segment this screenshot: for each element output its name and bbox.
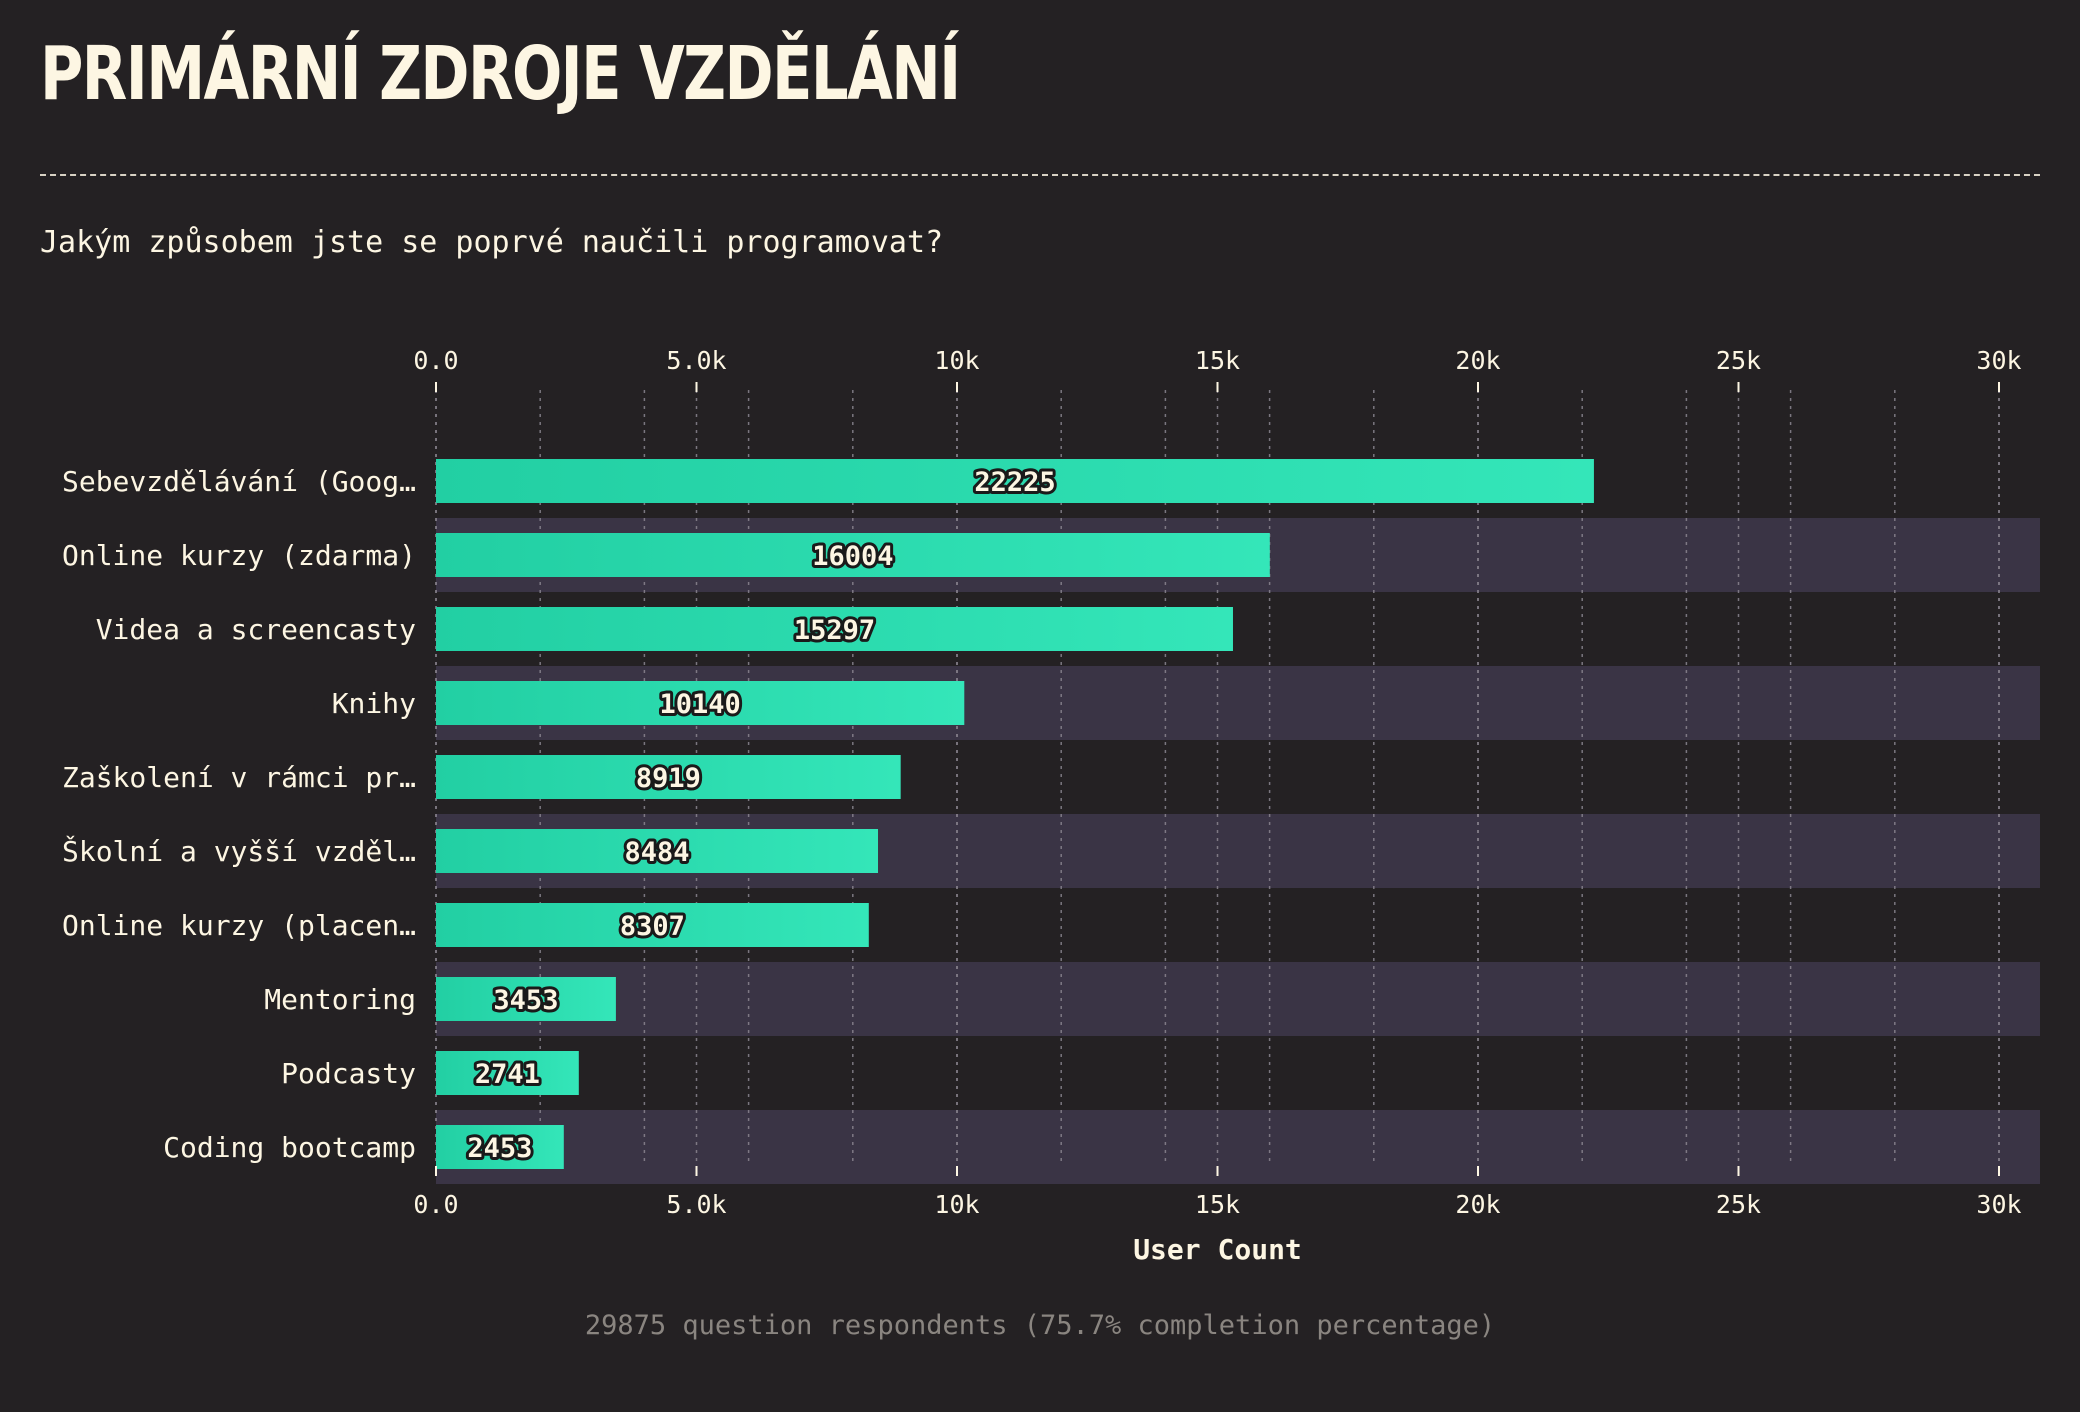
category-label: Sebevzdělávání (Goog… bbox=[62, 465, 416, 498]
value-label: 10140 bbox=[660, 689, 741, 720]
x-axis-top: 0.0 5.0k 10k 15k 20k 25k 30k bbox=[413, 346, 2022, 392]
value-label: 16004 bbox=[812, 541, 893, 572]
value-labels: 22225 16004 15297 10140 8919 8484 8307 3453 2741… bbox=[464, 464, 1058, 1167]
value-label: 22225 bbox=[974, 467, 1055, 498]
x-tick-label: 5.0k bbox=[666, 346, 726, 375]
bar bbox=[436, 829, 879, 873]
category-label: Mentoring bbox=[264, 983, 416, 1016]
value-label: 3453 bbox=[493, 985, 558, 1016]
x-tick-label: 30k bbox=[1976, 346, 2021, 375]
category-label: Podcasty bbox=[281, 1057, 416, 1090]
x-tick-label: 30k bbox=[1976, 1190, 2021, 1219]
x-tick-label: 25k bbox=[1716, 346, 1761, 375]
bar bbox=[436, 755, 901, 799]
value-label: 2453 bbox=[467, 1133, 532, 1164]
chart-title: PRIMÁRNÍ ZDROJE VZDĚLÁNÍ bbox=[40, 31, 961, 117]
x-tick-label: 0.0 bbox=[413, 346, 458, 375]
bar bbox=[436, 681, 965, 725]
value-label: 15297 bbox=[794, 615, 875, 646]
bar bbox=[436, 533, 1270, 577]
x-tick-label: 25k bbox=[1716, 1190, 1761, 1219]
bar bbox=[436, 977, 616, 1021]
bar bbox=[436, 1051, 579, 1095]
x-tick-label: 10k bbox=[934, 1190, 979, 1219]
category-label: Knihy bbox=[332, 687, 416, 720]
x-tick-label: 20k bbox=[1455, 346, 1500, 375]
category-label: Školní a vyšší vzděl… bbox=[62, 834, 416, 868]
value-label: 8919 bbox=[636, 763, 701, 794]
x-tick-label: 5.0k bbox=[666, 1190, 726, 1219]
title-divider bbox=[40, 174, 2040, 176]
x-axis-title: User Count bbox=[1133, 1233, 1302, 1266]
x-tick-label: 15k bbox=[1195, 1190, 1240, 1219]
value-label: 8484 bbox=[624, 837, 689, 868]
category-label: Coding bootcamp bbox=[163, 1131, 416, 1164]
x-axis-bottom: 0.0 5.0k 10k 15k 20k 25k 30k bbox=[413, 1166, 2022, 1219]
grid-lines bbox=[435, 390, 2000, 1166]
row-band bbox=[436, 1110, 2040, 1184]
x-tick-label: 20k bbox=[1455, 1190, 1500, 1219]
category-label: Zaškolení v rámci pr… bbox=[62, 761, 416, 794]
category-label: Online kurzy (placen… bbox=[62, 909, 416, 942]
value-label: 8307 bbox=[620, 911, 685, 942]
bar bbox=[436, 459, 1594, 503]
bars bbox=[436, 459, 1594, 1169]
category-label: Online kurzy (zdarma) bbox=[62, 539, 416, 572]
chart-subtitle: Jakým způsobem jste se poprvé naučili pr… bbox=[40, 225, 944, 260]
bar bbox=[436, 903, 869, 947]
bar-chart: Sebevzdělávání (Goog… Online kurzy (zdarm… bbox=[62, 346, 2040, 1266]
x-tick-label: 15k bbox=[1195, 346, 1240, 375]
row-band bbox=[436, 962, 2040, 1036]
category-label: Videa a screencasty bbox=[96, 613, 416, 646]
x-tick-label: 0.0 bbox=[413, 1190, 458, 1219]
value-label: 2741 bbox=[475, 1059, 540, 1090]
bar bbox=[436, 607, 1233, 651]
row-bands bbox=[436, 518, 2040, 1184]
x-tick-label: 10k bbox=[934, 346, 979, 375]
footer-note: 29875 question respondents (75.7% comple… bbox=[584, 1310, 1496, 1341]
category-labels: Sebevzdělávání (Goog… Online kurzy (zdarm… bbox=[62, 465, 416, 1164]
bar bbox=[436, 1125, 564, 1169]
